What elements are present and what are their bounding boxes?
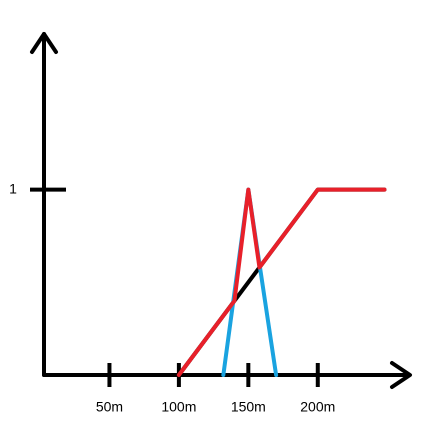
x-axis-arrow xyxy=(390,361,412,389)
line xyxy=(176,187,387,377)
axes xyxy=(30,32,412,389)
y-axis-arrow xyxy=(30,32,58,54)
x-tick-label: 200m xyxy=(300,399,335,415)
x-tick-label: 50m xyxy=(96,399,123,415)
line xyxy=(176,187,387,377)
y-tick-label: 1 xyxy=(9,180,17,196)
x-tick-label: 150m xyxy=(231,399,266,415)
x-tick-label: 100m xyxy=(161,399,196,415)
